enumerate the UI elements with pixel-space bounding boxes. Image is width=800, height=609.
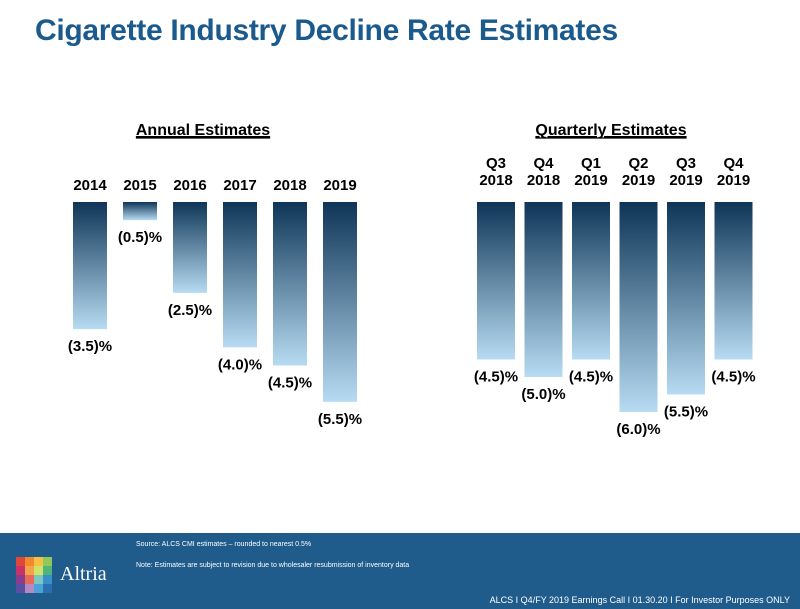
chart-0-bar: [73, 202, 107, 330]
chart-0-bar: [323, 202, 357, 402]
chart-0-value-label: (4.5)%: [268, 375, 312, 392]
chart-0-value-label: (2.5)%: [168, 302, 212, 319]
chart-1-category-label: 2019: [669, 172, 702, 189]
source-note: Source: ALCS CMI estimates – rounded to …: [136, 541, 312, 548]
quarterly-chart: Quarterly EstimatesQ32018(4.5)%Q42018(5.…: [474, 122, 756, 438]
chart-1-bar: [572, 202, 610, 360]
chart-1-bar: [714, 202, 753, 360]
footer-event-text: ALCS I Q4/FY 2019 Earnings Call I 01.30.…: [489, 595, 790, 605]
chart-1-category-label: 2019: [574, 172, 607, 189]
chart-1-bar: [619, 202, 658, 412]
chart-1-value-label: (6.0)%: [616, 421, 660, 438]
chart-1-category-label: Q3: [676, 155, 696, 172]
chart-1-value-label: (4.5)%: [569, 369, 613, 386]
footer: Altria Source: ALCS CMI estimates – roun…: [0, 533, 800, 609]
altria-logo-icon: [16, 557, 52, 593]
chart-0-title: Annual Estimates: [136, 122, 270, 139]
chart-1-category-label: Q4: [723, 155, 744, 172]
chart-0-value-label: (5.5)%: [318, 411, 362, 428]
chart-1-category-label: 2018: [479, 172, 512, 189]
charts-area: Annual Estimates 2014 (3.5)% 2015 (0.5)% 2016…: [68, 122, 756, 438]
chart-0-category-label: 2019: [323, 177, 356, 194]
chart-0-value-label: (4.0)%: [218, 356, 262, 373]
chart-1-category-label: Q3: [486, 155, 506, 172]
chart-0-category-label: 2015: [123, 177, 156, 194]
chart-1-bar: [667, 202, 705, 395]
page-title: Cigarette Industry Decline Rate Estimate…: [35, 14, 618, 47]
chart-1-category-label: Q1: [581, 155, 601, 172]
chart-1-title: Quarterly Estimates: [535, 122, 686, 139]
annual-chart: Annual Estimates 2014 (3.5)% 2015 (0.5)% 2016…: [68, 122, 362, 428]
chart-0-category-label: 2016: [173, 177, 206, 194]
chart-1-value-label: (4.5)%: [711, 369, 755, 386]
chart-1-bar: [477, 202, 515, 360]
chart-0-bar: [123, 202, 157, 221]
chart-0-category-label: 2017: [223, 177, 256, 194]
chart-0-value-label: (3.5)%: [68, 338, 112, 355]
revision-note: Note: Estimates are subject to revision …: [136, 562, 410, 569]
chart-1-category-label: 2019: [717, 172, 750, 189]
chart-0-bar: [223, 202, 257, 348]
brand-name: Altria: [60, 563, 107, 585]
chart-1-value-label: (5.0)%: [521, 386, 565, 403]
chart-1-category-label: 2019: [622, 172, 655, 189]
chart-0-category-label: 2018: [273, 177, 306, 194]
chart-1-value-label: (5.5)%: [664, 404, 708, 421]
chart-1-value-label: (4.5)%: [474, 369, 518, 386]
chart-1-category-label: Q2: [628, 155, 648, 172]
chart-1-category-label: Q4: [533, 155, 554, 172]
chart-0-bar: [173, 202, 207, 293]
chart-0-category-label: 2014: [73, 177, 107, 194]
chart-1-bar: [524, 202, 563, 377]
chart-0-value-label: (0.5)%: [118, 229, 162, 246]
chart-0-bar: [273, 202, 307, 366]
chart-1-category-label: 2018: [527, 172, 560, 189]
